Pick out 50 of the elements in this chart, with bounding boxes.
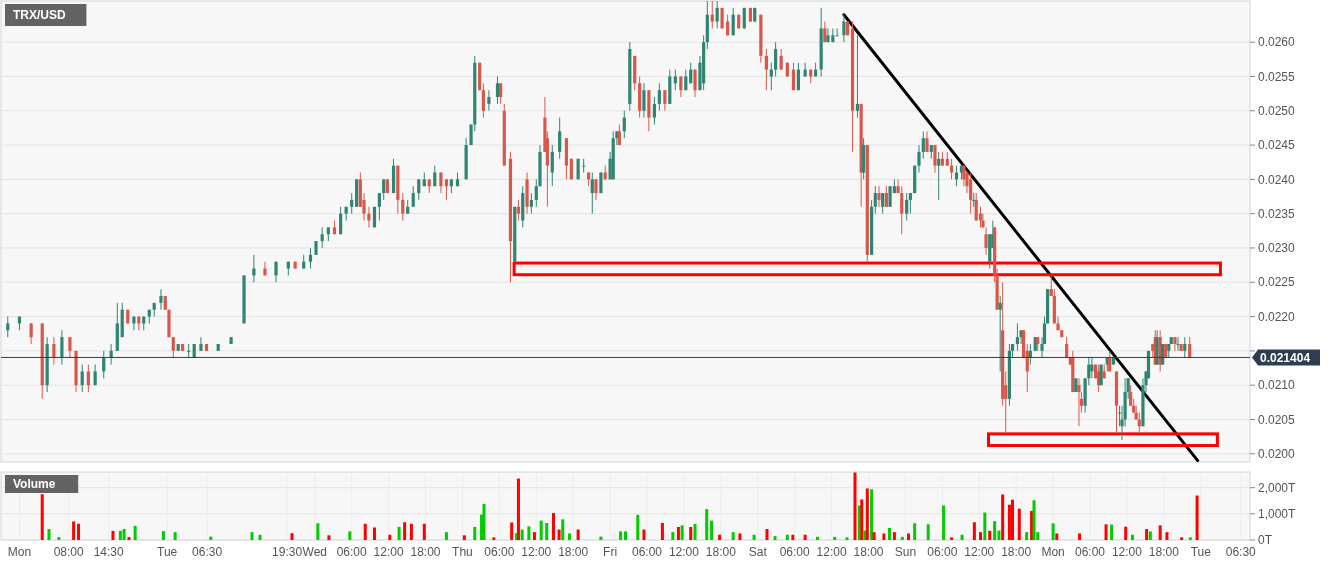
y-tick-label: 0.0225: [1258, 275, 1296, 290]
y-tick-label: 0.0220: [1258, 309, 1296, 324]
x-tick-label: Mon: [1041, 545, 1065, 559]
text: Volume: [13, 477, 56, 492]
y-tick-label: 0.0200: [1258, 446, 1296, 461]
y-tick-label: 0.0255: [1258, 69, 1296, 84]
x-tick-label: 06:00: [484, 545, 515, 559]
y-tick-label: 0T: [1258, 533, 1273, 548]
x-tick-label: 12:00: [521, 545, 552, 559]
x-tick-label: 06:00: [927, 545, 958, 559]
x-tick-label: Sun: [894, 545, 917, 559]
x-tick-label: 06:00: [779, 545, 811, 559]
x-tick-label: 14:30: [93, 545, 125, 559]
x-tick-label: 18:00: [705, 545, 737, 559]
x-tick-label: Mon: [7, 545, 32, 559]
y-tick-label: 0.0235: [1258, 206, 1296, 221]
x-tick-label: 12:00: [964, 545, 995, 559]
y-tick-label: 0.0240: [1258, 172, 1296, 187]
x-tick-label: 18:00: [1001, 545, 1032, 559]
ref-line-label: 0.021404: [1260, 350, 1311, 365]
y-tick-label: 2,000T: [1258, 480, 1297, 495]
x-tick-label: 12:00: [668, 545, 700, 559]
x-tick-label: 12:00: [816, 545, 847, 559]
x-tick-label: 12:00: [373, 545, 404, 559]
x-tick-label: 18:00: [853, 545, 884, 559]
y-tick-label: 0.0260: [1258, 35, 1296, 50]
x-tick-label: Tue: [1190, 545, 1212, 559]
x-tick-label: 19:30: [272, 545, 303, 559]
x-tick-label: 06:00: [1075, 545, 1106, 559]
text: TRX/USD: [13, 8, 66, 23]
x-tick-label: Wed: [302, 545, 328, 559]
x-tick-label: 08:00: [53, 545, 85, 559]
x-tick-label: 06:00: [336, 545, 368, 559]
x-tick-label: 12:00: [1111, 545, 1143, 559]
y-tick-label: 0.0210: [1258, 378, 1296, 393]
y-tick-label: 0.0205: [1258, 412, 1296, 427]
x-tick-label: 18:00: [558, 545, 589, 559]
x-tick-label: Tue: [157, 545, 178, 559]
x-tick-label: Thu: [452, 545, 473, 559]
x-tick-label: Sat: [748, 545, 768, 559]
y-tick-label: 1,000T: [1258, 507, 1297, 522]
x-tick-label: 18:00: [410, 545, 441, 559]
x-tick-label: 06:30: [1225, 545, 1257, 559]
x-tick-label: 06:30: [192, 545, 223, 559]
x-tick-label: 18:00: [1148, 545, 1180, 559]
x-tick-label: Fri: [603, 545, 618, 559]
y-tick-label: 0.0230: [1258, 241, 1296, 256]
y-tick-label: 0.0245: [1258, 138, 1296, 153]
y-tick-label: 0.0250: [1258, 103, 1296, 118]
x-tick-label: 06:00: [632, 545, 663, 559]
